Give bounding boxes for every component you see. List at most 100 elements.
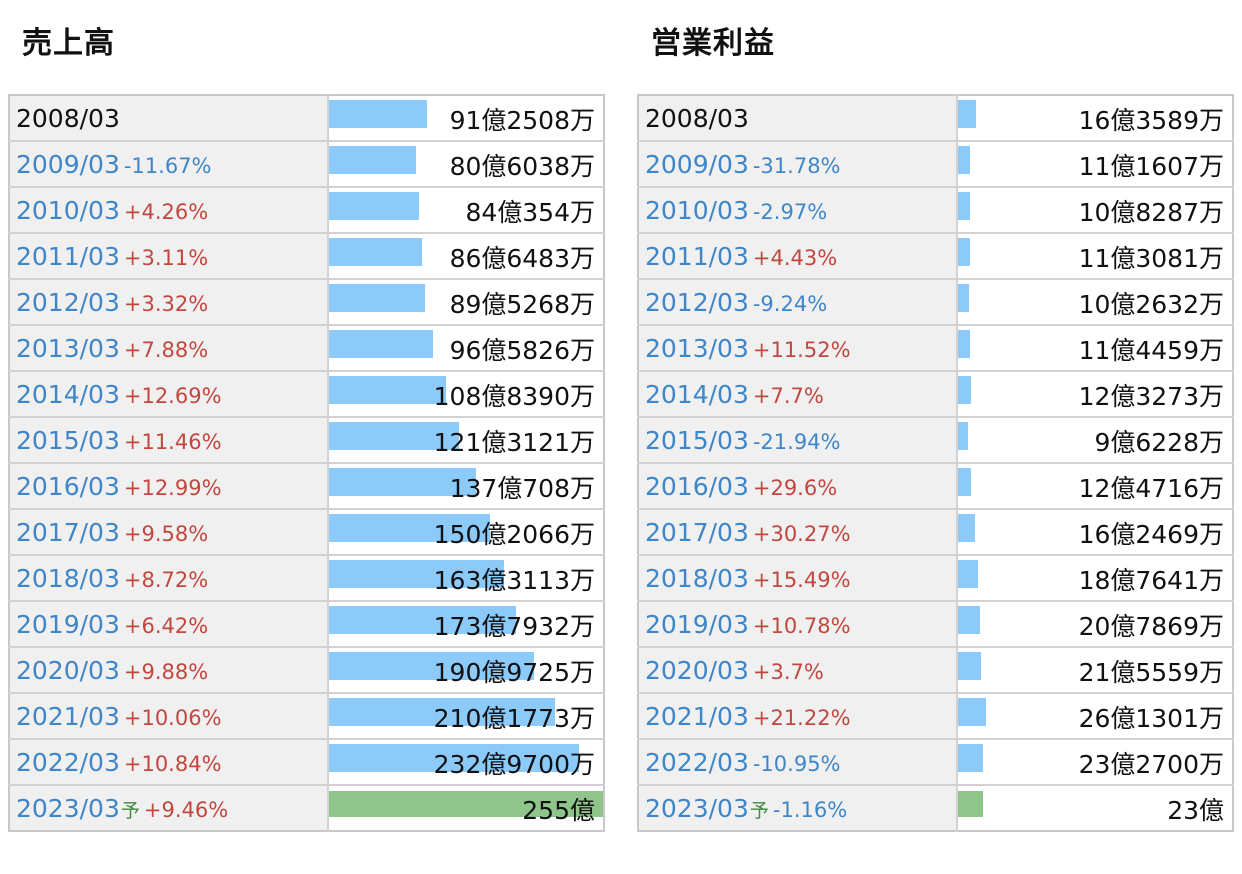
value-bar — [329, 652, 535, 680]
period-label[interactable]: 2013/03 — [16, 333, 120, 363]
value-cell: 23億 — [957, 785, 1233, 831]
period-label[interactable]: 2009/03 — [645, 149, 749, 179]
change-percent: -21.94% — [752, 429, 841, 454]
value-bar — [958, 698, 987, 726]
table-row: 2019/03 +10.78% 20億7869万 — [638, 601, 1233, 648]
period-label[interactable]: 2017/03 — [16, 517, 120, 547]
period-label[interactable]: 2014/03 — [16, 379, 120, 409]
period-cell: 2008/03 — [9, 95, 329, 142]
period-label[interactable]: 2011/03 — [16, 241, 120, 271]
forecast-bar — [958, 791, 983, 817]
period-label[interactable]: 2017/03 — [645, 517, 749, 547]
period-label[interactable]: 2010/03 — [645, 195, 749, 225]
value-label: 80億6038万 — [449, 152, 595, 181]
value-label: 137億708万 — [449, 474, 595, 503]
value-label: 23億 — [1167, 796, 1224, 825]
period-cell: 2018/03 +15.49% — [638, 555, 958, 602]
period-label[interactable]: 2019/03 — [645, 609, 749, 639]
table-row: 2016/03 +29.6% 12億4716万 — [638, 463, 1233, 510]
table-row: 2014/03 +12.69% 108億8390万 — [9, 371, 604, 418]
value-bar — [958, 146, 970, 174]
value-cell: 12億3273万 — [957, 371, 1233, 418]
period-label[interactable]: 2009/03 — [16, 149, 120, 179]
value-bar — [958, 238, 971, 266]
change-percent: -11.67% — [123, 153, 212, 178]
forecast-mark: 予 — [120, 799, 140, 822]
change-percent: +30.27% — [752, 521, 851, 546]
period-label[interactable]: 2015/03 — [645, 425, 749, 455]
value-label: 16億3589万 — [1078, 106, 1224, 135]
period-label[interactable]: 2022/03 — [16, 747, 120, 777]
value-cell: 137億708万 — [328, 463, 604, 510]
value-bar — [329, 744, 580, 772]
value-cell: 84億354万 — [328, 187, 604, 234]
operating-profit-table: 2008/03 16億3589万 2009/03 -31.78% 11億1607万 201… — [637, 94, 1234, 832]
period-label[interactable]: 2012/03 — [645, 287, 749, 317]
period-label[interactable]: 2022/03 — [645, 747, 749, 777]
period-label[interactable]: 2015/03 — [16, 425, 120, 455]
value-label: 18億7641万 — [1078, 566, 1224, 595]
value-bar — [958, 514, 976, 542]
value-bar — [958, 376, 972, 404]
table-row: 2015/03 +11.46% 121億3121万 — [9, 417, 604, 464]
period-label[interactable]: 2020/03 — [16, 655, 120, 685]
change-percent: +7.7% — [752, 383, 824, 408]
period-label[interactable]: 2014/03 — [645, 379, 749, 409]
value-cell: 9億6228万 — [957, 417, 1233, 464]
change-percent: -31.78% — [752, 153, 841, 178]
period-label[interactable]: 2020/03 — [645, 655, 749, 685]
value-bar — [329, 376, 446, 404]
period-label[interactable]: 2021/03 — [16, 701, 120, 731]
period-cell: 2011/03 +4.43% — [638, 233, 958, 280]
period-cell: 2009/03 -31.78% — [638, 141, 958, 188]
period-label[interactable]: 2023/03 — [16, 793, 120, 823]
period-label[interactable]: 2019/03 — [16, 609, 120, 639]
table-row: 2020/03 +9.88% 190億9725万 — [9, 647, 604, 694]
value-bar — [329, 284, 426, 312]
period-label[interactable]: 2023/03 — [645, 793, 749, 823]
period-cell: 2016/03 +29.6% — [638, 463, 958, 510]
value-label: 11億3081万 — [1078, 244, 1224, 273]
value-cell: 20億7869万 — [957, 601, 1233, 648]
value-label: 10億8287万 — [1078, 198, 1224, 227]
period-cell: 2019/03 +6.42% — [9, 601, 329, 648]
table-row: 2009/03 -11.67% 80億6038万 — [9, 141, 604, 188]
change-percent: +4.43% — [752, 245, 838, 270]
value-cell: 10億2632万 — [957, 279, 1233, 326]
value-cell: 190億9725万 — [328, 647, 604, 694]
value-label: 11億4459万 — [1078, 336, 1224, 365]
value-bar — [329, 330, 433, 358]
period-cell: 2010/03 +4.26% — [9, 187, 329, 234]
period-label[interactable]: 2018/03 — [645, 563, 749, 593]
period-cell: 2015/03 +11.46% — [9, 417, 329, 464]
period-label[interactable]: 2016/03 — [16, 471, 120, 501]
value-label: 108億8390万 — [433, 382, 595, 411]
table-row: 2015/03 -21.94% 9億6228万 — [638, 417, 1233, 464]
period-label[interactable]: 2013/03 — [645, 333, 749, 363]
table-row: 2016/03 +12.99% 137億708万 — [9, 463, 604, 510]
period-label[interactable]: 2011/03 — [645, 241, 749, 271]
value-label: 89億5268万 — [449, 290, 595, 319]
period-cell: 2012/03 -9.24% — [638, 279, 958, 326]
period-cell: 2009/03 -11.67% — [9, 141, 329, 188]
period-cell: 2019/03 +10.78% — [638, 601, 958, 648]
table-row: 2020/03 +3.7% 21億5559万 — [638, 647, 1233, 694]
value-bar — [329, 422, 460, 450]
value-cell: 86億6483万 — [328, 233, 604, 280]
change-percent: +11.52% — [752, 337, 851, 362]
value-bar — [958, 284, 970, 312]
value-label: 84億354万 — [465, 198, 595, 227]
value-label: 121億3121万 — [433, 428, 595, 457]
period-label[interactable]: 2018/03 — [16, 563, 120, 593]
change-percent: -9.24% — [752, 291, 828, 316]
table-row: 2009/03 -31.78% 11億1607万 — [638, 141, 1233, 188]
period-label[interactable]: 2021/03 — [645, 701, 749, 731]
period-cell: 2012/03 +3.32% — [9, 279, 329, 326]
value-label: 11億1607万 — [1078, 152, 1224, 181]
table-row: 2013/03 +11.52% 11億4459万 — [638, 325, 1233, 372]
table-row: 2021/03 +21.22% 26億1301万 — [638, 693, 1233, 740]
period-label[interactable]: 2016/03 — [645, 471, 749, 501]
period-label[interactable]: 2012/03 — [16, 287, 120, 317]
change-percent: +8.72% — [123, 567, 209, 592]
period-label[interactable]: 2010/03 — [16, 195, 120, 225]
